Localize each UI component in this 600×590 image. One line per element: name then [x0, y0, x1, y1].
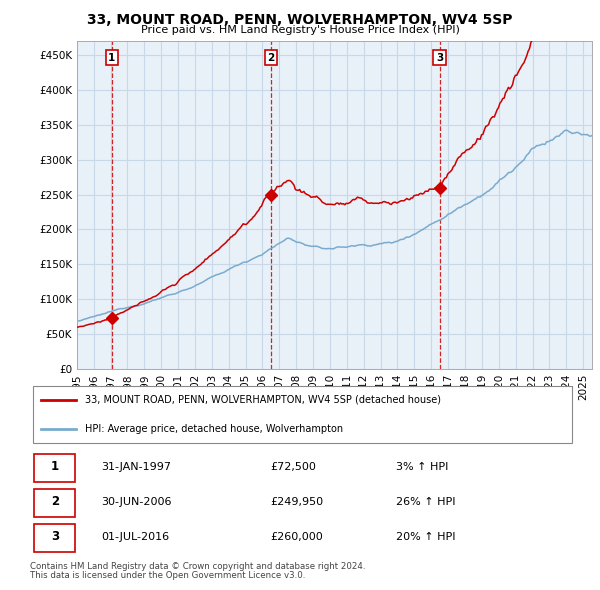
- FancyBboxPatch shape: [34, 489, 76, 517]
- Text: 33, MOUNT ROAD, PENN, WOLVERHAMPTON, WV4 5SP: 33, MOUNT ROAD, PENN, WOLVERHAMPTON, WV4…: [87, 13, 513, 27]
- Text: This data is licensed under the Open Government Licence v3.0.: This data is licensed under the Open Gov…: [30, 571, 305, 580]
- Text: 1: 1: [108, 53, 116, 63]
- Text: 31-JAN-1997: 31-JAN-1997: [101, 462, 171, 472]
- Text: 2: 2: [51, 496, 59, 509]
- Text: Price paid vs. HM Land Registry's House Price Index (HPI): Price paid vs. HM Land Registry's House …: [140, 25, 460, 35]
- FancyBboxPatch shape: [34, 454, 76, 482]
- Text: £249,950: £249,950: [270, 497, 323, 507]
- Text: 01-JUL-2016: 01-JUL-2016: [101, 532, 169, 542]
- Text: 26% ↑ HPI: 26% ↑ HPI: [396, 497, 455, 507]
- FancyBboxPatch shape: [34, 524, 76, 552]
- Text: 3: 3: [51, 530, 59, 543]
- Text: 2: 2: [267, 53, 275, 63]
- Text: 33, MOUNT ROAD, PENN, WOLVERHAMPTON, WV4 5SP (detached house): 33, MOUNT ROAD, PENN, WOLVERHAMPTON, WV4…: [85, 395, 440, 405]
- Text: 1: 1: [51, 460, 59, 473]
- Text: 3: 3: [436, 53, 443, 63]
- Text: 20% ↑ HPI: 20% ↑ HPI: [396, 532, 455, 542]
- Text: 30-JUN-2006: 30-JUN-2006: [101, 497, 172, 507]
- Text: £72,500: £72,500: [270, 462, 316, 472]
- Text: 3% ↑ HPI: 3% ↑ HPI: [396, 462, 448, 472]
- Text: HPI: Average price, detached house, Wolverhampton: HPI: Average price, detached house, Wolv…: [85, 424, 343, 434]
- FancyBboxPatch shape: [33, 386, 572, 443]
- Text: Contains HM Land Registry data © Crown copyright and database right 2024.: Contains HM Land Registry data © Crown c…: [30, 562, 365, 571]
- Text: £260,000: £260,000: [270, 532, 323, 542]
